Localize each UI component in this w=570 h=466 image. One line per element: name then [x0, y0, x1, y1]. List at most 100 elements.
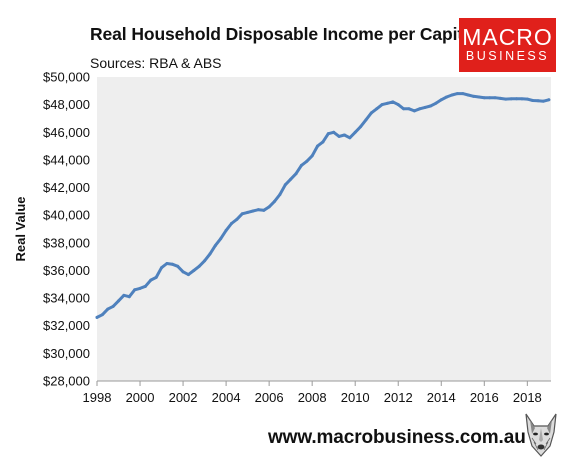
- data-point: [520, 97, 524, 101]
- data-point: [256, 208, 260, 212]
- data-point: [498, 96, 502, 100]
- data-point: [509, 97, 513, 101]
- y-axis-label: Real Value: [13, 196, 28, 261]
- data-point: [326, 132, 330, 136]
- data-point: [402, 107, 406, 111]
- data-point: [246, 210, 250, 214]
- x-tick-label: 1998: [83, 390, 112, 405]
- data-point: [262, 208, 266, 212]
- data-point: [429, 104, 433, 108]
- y-tick-label: $50,000: [43, 70, 90, 85]
- data-point: [455, 92, 459, 96]
- data-point: [541, 99, 545, 103]
- data-point: [321, 140, 325, 144]
- data-point: [348, 136, 352, 140]
- x-tick-label: 2016: [470, 390, 499, 405]
- y-tick-label: $32,000: [43, 318, 90, 333]
- data-point: [170, 262, 174, 266]
- data-point: [445, 95, 449, 99]
- wolf-head-icon: [525, 413, 557, 457]
- data-point: [273, 199, 277, 203]
- data-point: [418, 107, 422, 111]
- x-tick-label: 2014: [427, 390, 456, 405]
- data-point: [213, 244, 217, 248]
- data-point: [396, 103, 400, 107]
- data-point: [133, 288, 137, 292]
- data-point: [305, 159, 309, 163]
- data-point: [100, 313, 104, 317]
- data-point: [332, 130, 336, 134]
- data-point: [359, 125, 363, 129]
- data-point: [477, 95, 481, 99]
- x-tick-label: 2002: [169, 390, 198, 405]
- data-point: [375, 107, 379, 111]
- data-point: [472, 94, 476, 98]
- data-point: [186, 273, 190, 277]
- data-point: [342, 133, 346, 137]
- website-url[interactable]: www.macrobusiness.com.au: [268, 427, 526, 448]
- data-point: [181, 270, 185, 274]
- data-point: [461, 92, 465, 96]
- data-point: [391, 100, 395, 104]
- data-point: [482, 96, 486, 100]
- x-tick-label: 2012: [384, 390, 413, 405]
- data-point: [251, 209, 255, 213]
- data-point: [203, 259, 207, 263]
- data-point: [407, 107, 411, 111]
- data-point: [143, 284, 147, 288]
- data-point: [289, 177, 293, 181]
- data-point: [488, 96, 492, 100]
- y-tick-label: $36,000: [43, 263, 90, 278]
- data-point: [278, 192, 282, 196]
- data-point: [423, 105, 427, 109]
- x-tick-label: 2006: [255, 390, 284, 405]
- data-point: [504, 97, 508, 101]
- data-point: [525, 97, 529, 101]
- data-point: [412, 109, 416, 113]
- x-tick-label: 2008: [298, 390, 327, 405]
- data-point: [95, 315, 99, 319]
- x-tick-label: 2018: [513, 390, 542, 405]
- data-point: [536, 99, 540, 103]
- y-tick-label: $34,000: [43, 291, 90, 306]
- y-axis: $28,000 $30,000 $32,000 $34,000 $36,000 $38,0…: [43, 70, 90, 389]
- data-point: [380, 103, 384, 107]
- data-point: [466, 93, 470, 97]
- y-tick-label: $44,000: [43, 152, 90, 167]
- y-tick-label: $46,000: [43, 125, 90, 140]
- data-point: [547, 98, 551, 102]
- y-tick-label: $38,000: [43, 235, 90, 250]
- data-point: [197, 264, 201, 268]
- data-point: [294, 172, 298, 176]
- chart-subtitle: Sources: RBA & ABS: [90, 55, 222, 71]
- data-point: [208, 252, 212, 256]
- x-tick-label: 2010: [341, 390, 370, 405]
- data-point: [493, 96, 497, 100]
- data-point: [160, 266, 164, 270]
- data-point: [127, 295, 131, 299]
- data-point: [176, 264, 180, 268]
- data-point: [192, 268, 196, 272]
- data-point: [154, 275, 158, 279]
- logo-line-2: BUSINESS: [465, 49, 550, 63]
- data-point: [117, 299, 121, 303]
- data-point: [450, 93, 454, 97]
- x-tick-label: 2000: [126, 390, 155, 405]
- series-points: [95, 92, 551, 319]
- data-point: [235, 217, 239, 221]
- data-point: [240, 212, 244, 216]
- y-tick-label: $48,000: [43, 97, 90, 112]
- data-point: [353, 130, 357, 134]
- data-point: [439, 98, 443, 102]
- x-axis: 1998 2000 2002 2004 2006 2008 2010 2012 2014 2016…: [83, 381, 542, 405]
- macrobusiness-logo: MACRO BUSINESS: [459, 18, 556, 72]
- data-point: [283, 183, 287, 187]
- data-point: [122, 293, 126, 297]
- y-tick-label: $40,000: [43, 208, 90, 223]
- data-point: [385, 101, 389, 105]
- data-point: [229, 221, 233, 225]
- data-point: [369, 111, 373, 115]
- data-point: [310, 154, 314, 158]
- data-point: [224, 228, 228, 232]
